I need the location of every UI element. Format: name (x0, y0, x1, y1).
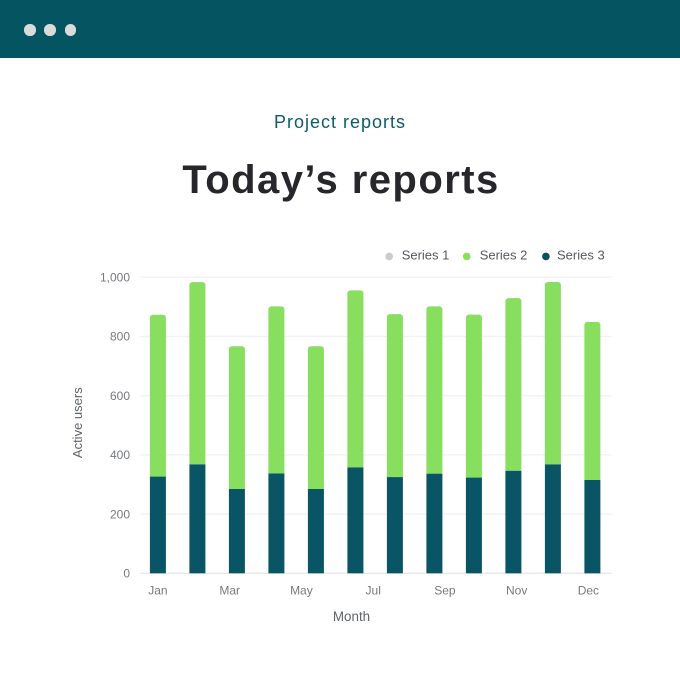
svg-text:Series 1: Series 1 (402, 248, 450, 263)
svg-text:Series 2: Series 2 (480, 248, 528, 263)
svg-text:600: 600 (110, 389, 130, 403)
svg-text:Month: Month (333, 609, 370, 624)
svg-text:Active users: Active users (70, 387, 85, 458)
svg-text:200: 200 (110, 507, 130, 521)
svg-text:0: 0 (123, 567, 130, 581)
svg-text:Mar: Mar (219, 584, 240, 598)
svg-text:May: May (290, 584, 313, 598)
svg-text:800: 800 (110, 330, 130, 344)
svg-text:Sep: Sep (434, 584, 456, 598)
svg-text:Jul: Jul (366, 584, 381, 598)
svg-text:400: 400 (110, 448, 130, 462)
svg-text:Series 3: Series 3 (557, 248, 605, 263)
svg-text:Jan: Jan (148, 584, 167, 598)
svg-text:1,000: 1,000 (100, 271, 130, 285)
svg-text:Dec: Dec (578, 584, 599, 598)
svg-text:Nov: Nov (506, 584, 527, 598)
